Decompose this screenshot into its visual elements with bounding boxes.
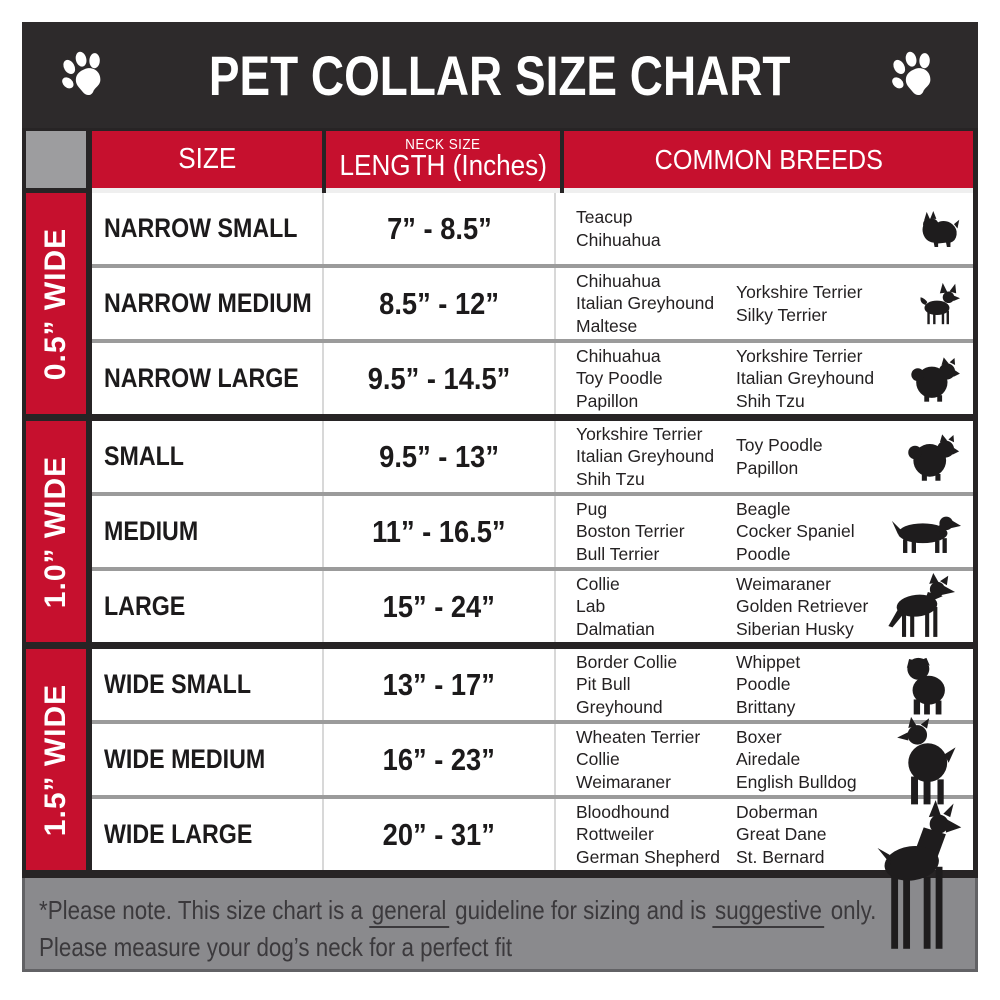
width-group-label-cell: 1.0” WIDE [26, 421, 86, 642]
underlined-word: general [369, 895, 449, 928]
breed-list: Bloodhound Rottweiler German Shepherd [576, 802, 720, 867]
note-line-1: *Please note. This size chart is a gener… [39, 892, 876, 929]
width-label: 0.5” WIDE [39, 227, 72, 380]
length-cell: 7” - 8.5” [322, 193, 556, 264]
breed-list: Boxer Airedale English Bulldog [736, 727, 857, 792]
pitbull-icon [897, 716, 956, 805]
table-row-wide-medium: WIDE MEDIUM 16” - 23” Wheaten Terrier Co… [92, 716, 973, 805]
breed-list: Teacup Chihuahua [576, 207, 661, 250]
size-cell: NARROW LARGE [104, 363, 299, 393]
table-row-narrow-large: NARROW LARGE 9.5” - 14.5” Chihuahua Toy … [92, 339, 973, 414]
table-row-narrow-medium: NARROW MEDIUM 8.5” - 12” Chihuahua Itali… [92, 264, 973, 339]
breed-list: Wheaten Terrier Collie Weimaraner [576, 727, 701, 792]
dachshund-icon [891, 516, 961, 553]
size-chart-table: SIZE NECK SIZE LENGTH (Inches) COMMON BR… [22, 128, 978, 949]
table-row-wide-small: WIDE SMALL 13” - 17” Border Collie Pit B… [92, 649, 973, 720]
breeds-cell: Pug Boston Terrier Bull Terrier Beagle C… [556, 496, 973, 567]
corner-cell [26, 131, 86, 193]
breed-list: Beagle Cocker Spaniel Poodle [736, 499, 855, 564]
size-cell: WIDE MEDIUM [104, 744, 266, 774]
size-cell: LARGE [104, 591, 186, 621]
length-cell: 8.5” - 12” [322, 268, 556, 339]
breeds-cell: Teacup Chihuahua [556, 193, 973, 264]
column-header-common-breeds: COMMON BREEDS [564, 131, 973, 193]
breed-list: Toy Poodle Papillon [736, 435, 823, 478]
breed-list: Doberman Great Dane St. Bernard [736, 802, 827, 867]
shepherd-icon [888, 572, 956, 637]
breed-list: Yorkshire Terrier Silky Terrier [736, 282, 863, 325]
table-header-row: SIZE NECK SIZE LENGTH (Inches) COMMON BR… [26, 131, 973, 193]
paw-print-icon [62, 51, 101, 96]
width-group-label-cell: 0.5” WIDE [26, 193, 86, 414]
chihuahua-icon [920, 282, 961, 324]
breeds-cell: Chihuahua Toy Poodle Papillon Yorkshire … [556, 343, 973, 414]
breed-list: Chihuahua Italian Greyhound Maltese [576, 271, 715, 336]
breed-list: Weimaraner Golden Retriever Siberian Hus… [736, 574, 869, 639]
length-cell: 11” - 16.5” [322, 496, 556, 567]
column-header-size: SIZE [92, 131, 322, 193]
breed-list: Yorkshire Terrier Italian Greyhound Shih… [736, 346, 875, 411]
table-row-medium: MEDIUM 11” - 16.5” Pug Boston Terrier Bu… [92, 492, 973, 567]
size-cell: WIDE LARGE [104, 819, 253, 849]
table-row-narrow-small: NARROW SMALL 7” - 8.5” Teacup Chihuahua [92, 193, 973, 264]
paw-print-icon [892, 51, 931, 96]
yorkie-icon [922, 210, 960, 247]
breed-list: Border Collie Pit Bull Greyhound [576, 652, 678, 717]
header-bar: PET COLLAR SIZE CHART [22, 22, 978, 128]
doberman-icon [877, 800, 962, 949]
width-group-1_5: 1.5” WIDE WIDE SMALL 13” - 17” Border Co… [26, 649, 973, 949]
length-cell: 9.5” - 13” [322, 421, 556, 492]
breed-list: Whippet Poodle Brittany [736, 652, 801, 717]
column-header-neck-size-length: NECK SIZE LENGTH (Inches) [326, 131, 560, 193]
size-cell: NARROW MEDIUM [104, 288, 312, 318]
size-cell: WIDE SMALL [104, 669, 252, 699]
table-row-small: SMALL 9.5” - 13” Yorkshire Terrier Itali… [92, 421, 973, 492]
length-cell: 13” - 17” [322, 649, 556, 720]
breeds-cell: Wheaten Terrier Collie Weimaraner Boxer … [556, 716, 973, 805]
pekingese-icon [908, 433, 960, 481]
breeds-cell: Collie Lab Dalmatian Weimaraner Golden R… [556, 571, 973, 642]
note-line-2: Please measure your dog’s neck for a per… [39, 931, 513, 962]
length-cell: 9.5” - 14.5” [322, 343, 556, 414]
table-row-large: LARGE 15” - 24” Collie Lab Dalmatian Wei… [92, 567, 973, 642]
width-group-label-cell: 1.5” WIDE [26, 649, 86, 870]
breeds-cell: Border Collie Pit Bull Greyhound Whippet… [556, 649, 973, 720]
breed-list: Yorkshire Terrier Italian Greyhound Shih… [576, 424, 715, 489]
breeds-cell: Chihuahua Italian Greyhound Maltese York… [556, 268, 973, 339]
footer-note: *Please note. This size chart is a gener… [22, 878, 978, 972]
size-cell: NARROW SMALL [104, 213, 298, 243]
length-cell: 16” - 23” [322, 724, 556, 795]
length-cell: 15” - 24” [322, 571, 556, 642]
breed-list: Chihuahua Toy Poodle Papillon [576, 346, 663, 411]
length-cell: 20” - 31” [322, 799, 556, 870]
width-label: 1.5” WIDE [39, 683, 72, 836]
underlined-word: suggestive [712, 895, 825, 928]
bulldog-icon [906, 657, 945, 714]
width-group-0_5: 0.5” WIDE NARROW SMALL 7” - 8.5” Teacup … [26, 193, 973, 414]
breeds-cell: Yorkshire Terrier Italian Greyhound Shih… [556, 421, 973, 492]
table-row-wide-large: WIDE LARGE 20” - 31” Bloodhound Rottweil… [92, 795, 973, 949]
width-label: 1.0” WIDE [39, 455, 72, 608]
page-title: PET COLLAR SIZE CHART [209, 43, 791, 107]
breeds-cell: Bloodhound Rottweiler German Shepherd Do… [556, 799, 973, 949]
size-cell: MEDIUM [104, 516, 199, 546]
width-group-1_0: 1.0” WIDE SMALL 9.5” - 13” Yorkshire Ter… [26, 421, 973, 642]
breed-list: Collie Lab Dalmatian [576, 574, 655, 639]
size-cell: SMALL [104, 441, 184, 471]
breed-list: Pug Boston Terrier Bull Terrier [576, 499, 685, 564]
pomeranian-icon [911, 356, 960, 402]
